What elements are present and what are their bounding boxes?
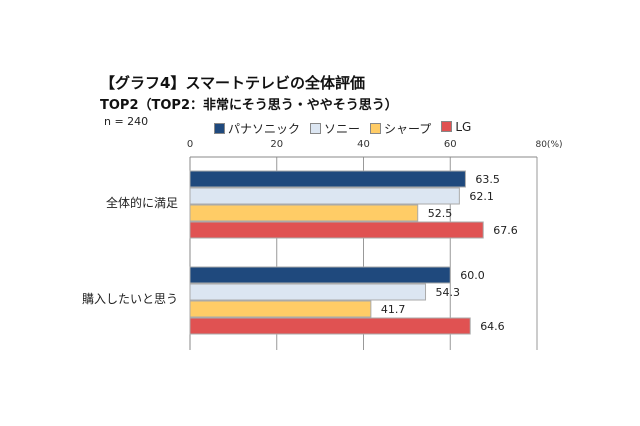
bar: [189, 283, 427, 301]
data-label: 63.5: [475, 173, 500, 186]
bar: [189, 300, 372, 318]
chart-title: 【グラフ4】スマートテレビの全体評価: [100, 74, 365, 92]
data-label: 60.0: [460, 269, 485, 282]
legend-label: シャープ: [384, 122, 432, 136]
legend-label: LG: [455, 120, 472, 134]
bar: [189, 317, 471, 335]
tick-label: 0: [187, 139, 193, 150]
chart-subtitle: TOP2（TOP2：非常にそう思う・ややそう思う）: [100, 98, 398, 113]
data-label: 62.1: [469, 190, 494, 203]
legend-swatch: [370, 123, 382, 134]
data-label: 67.6: [493, 224, 517, 237]
unit-label: 80(%): [535, 140, 562, 150]
legend-item: LG: [441, 120, 471, 137]
legend-label: ソニー: [324, 122, 361, 136]
legend-item: パナソニック: [214, 120, 300, 137]
data-label: 54.3: [436, 286, 461, 299]
legend-swatch: [214, 123, 225, 134]
legend-label: パナソニック: [228, 122, 301, 136]
category-label: 購入したいと思う: [82, 292, 178, 306]
bar: [189, 170, 466, 188]
bar: [189, 266, 451, 284]
bar: [189, 187, 460, 205]
sample-size: n = 240: [104, 115, 149, 128]
category-label: 全体的に満足: [106, 195, 178, 210]
legend-swatch: [310, 123, 322, 134]
legend-item: ソニー: [310, 120, 360, 137]
tick-label: 60: [444, 139, 457, 150]
bar: [189, 204, 419, 222]
legend-swatch: [441, 121, 453, 132]
data-label: 41.7: [381, 303, 406, 316]
bar: [189, 221, 484, 239]
data-label: 52.5: [428, 207, 453, 220]
legend-item: シャープ: [370, 120, 431, 137]
legend: パナソニック ソニー シャープ LG: [214, 120, 471, 137]
data-label: 64.6: [480, 320, 505, 333]
tick-label: 40: [357, 139, 370, 150]
tick-label: 20: [270, 139, 283, 150]
